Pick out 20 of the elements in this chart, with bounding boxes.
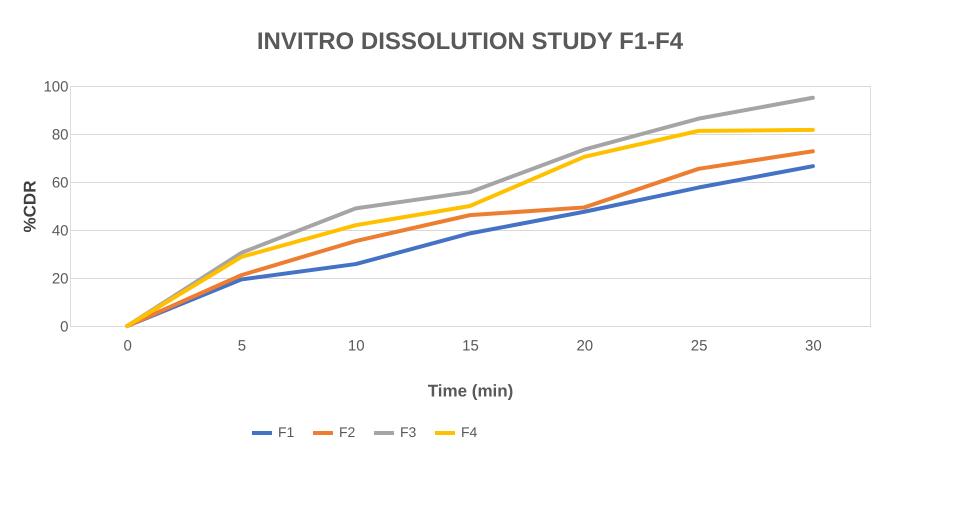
legend-label: F4 [461, 424, 478, 440]
x-tick-label: 5 [238, 338, 246, 354]
x-tick-label: 30 [805, 338, 822, 354]
y-tick-label: 80 [52, 126, 68, 144]
chart-title: INVITRO DISSOLUTION STUDY F1-F4 [256, 28, 684, 55]
y-tick-label: 100 [43, 78, 68, 96]
legend-label: F1 [278, 424, 295, 440]
x-tick-label: 15 [462, 338, 479, 354]
x-tick-label: 10 [348, 338, 365, 354]
legend-label: F3 [400, 424, 417, 440]
x-tick-label: 20 [576, 338, 594, 354]
y-tick-label: 40 [52, 222, 68, 240]
x-axis-title: Time (min) [428, 382, 514, 400]
x-tick-label: 25 [690, 338, 708, 354]
y-axis-title: %CDR [20, 180, 40, 232]
y-tick-label: 20 [52, 270, 68, 288]
x-tick-label: 0 [123, 338, 132, 354]
y-tick-label: 0 [60, 318, 68, 336]
y-tick-label: 60 [52, 174, 68, 192]
legend-label: F2 [339, 424, 356, 440]
